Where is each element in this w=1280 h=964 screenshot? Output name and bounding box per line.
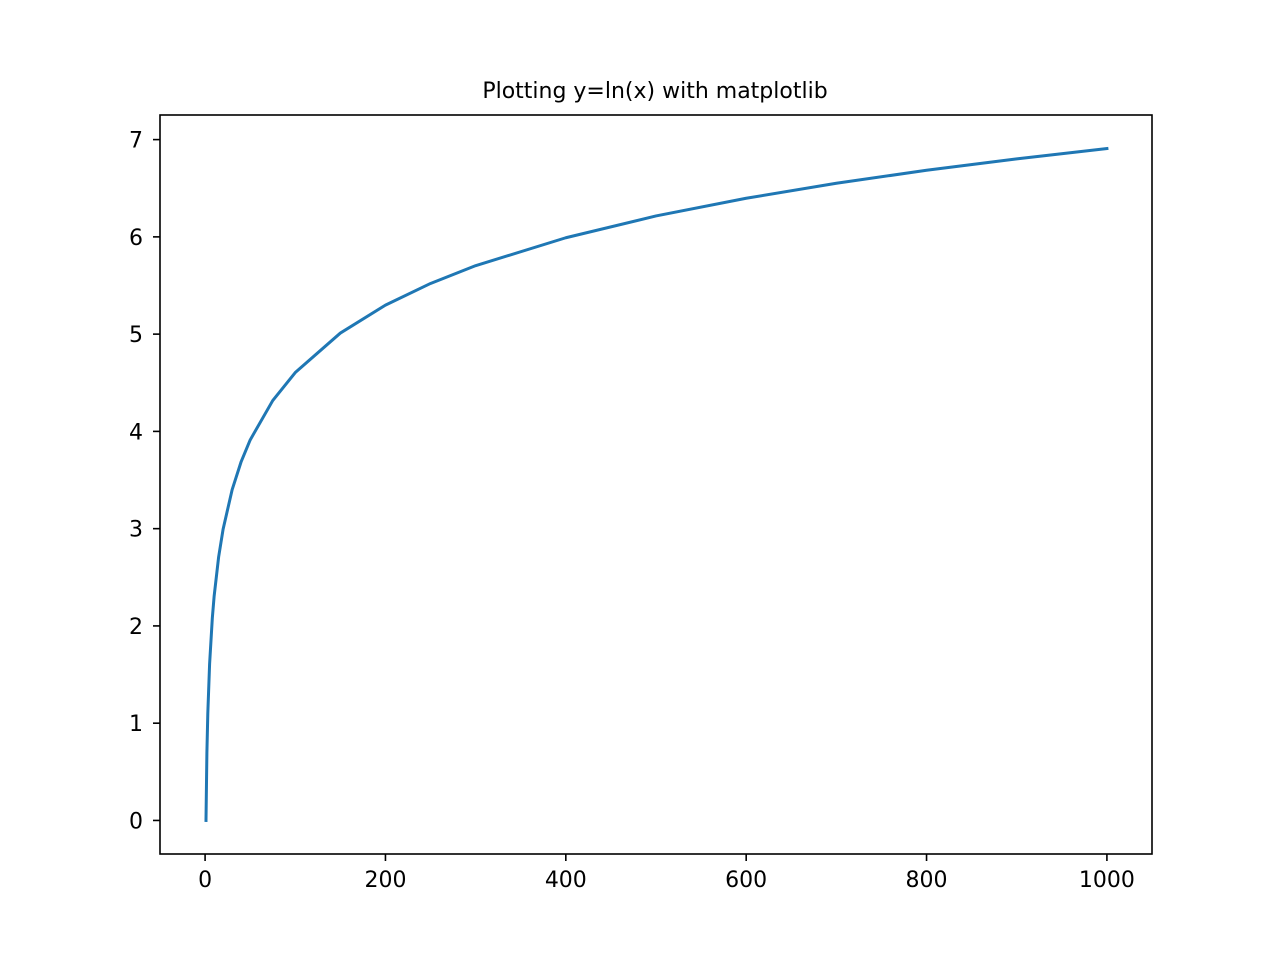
x-tick-label: 200	[364, 868, 406, 893]
y-tick-label: 6	[129, 226, 143, 251]
y-tick-label: 7	[129, 129, 143, 154]
x-tick-label: 400	[545, 868, 587, 893]
y-tick-label: 1	[129, 712, 143, 737]
x-tick-label: 800	[906, 868, 948, 893]
y-tick-label: 2	[129, 615, 143, 640]
y-tick-label: 5	[129, 323, 143, 348]
y-tick-label: 0	[129, 809, 143, 834]
x-tick-label: 600	[725, 868, 767, 893]
axes-frame	[159, 114, 1153, 855]
y-tick-label: 4	[129, 420, 143, 445]
x-tick-label: 0	[198, 868, 212, 893]
x-tick-label: 1000	[1079, 868, 1135, 893]
y-tick-label: 3	[129, 518, 143, 543]
plot-area: 0 200 400 600 800 1000 0 1 2 3 4 5 6 7	[129, 114, 1153, 893]
chart-title: Plotting y=ln(x) with matplotlib	[482, 79, 827, 104]
series-line-0	[204, 146, 1109, 822]
